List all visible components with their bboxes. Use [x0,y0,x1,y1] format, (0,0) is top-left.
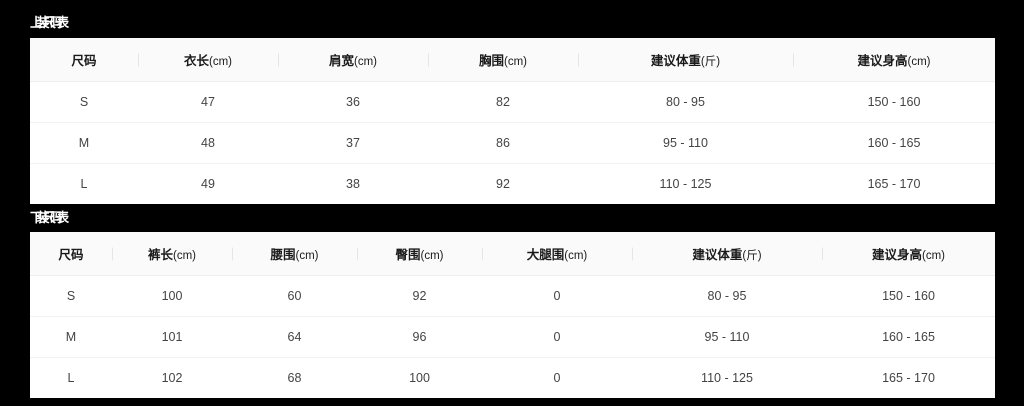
cell-height: 160 - 165 [793,122,995,164]
header-unit: (cm) [295,250,319,262]
column-header-weight: 建议体重(斤) [632,232,822,276]
header-unit: (斤) [742,250,762,262]
cell-pants-length: 101 [112,316,232,358]
cell-weight: 110 - 125 [632,357,822,398]
cell-bust: 86 [428,122,578,164]
header-label: 尺码 [71,54,97,68]
table-row: L 49 38 92 110 - 125 165 - 170 [30,163,995,204]
header-label: 臀围 [395,248,421,262]
table-row: S 100 60 92 0 80 - 95 150 - 160 [30,275,995,317]
column-header-thigh: 大腿围(cm) [482,232,632,276]
header-unit: (cm) [907,56,931,68]
cell-length: 48 [138,122,278,164]
cell-hip: 92 [357,275,482,317]
cell-size: L [30,357,112,398]
cell-shoulder: 37 [278,122,428,164]
cell-length: 49 [138,163,278,204]
header-unit: (斤) [700,56,721,68]
table-header-row: 尺码 衣长(cm) 肩宽(cm) 胸围(cm) 建议体重(斤) 建议身高(cm) [30,38,995,82]
lower-garment-size-table: 尺码 裤长(cm) 腰围(cm) 臀围(cm) 大腿围(cm) 建议体重(斤) … [30,232,995,398]
header-label: 裤长 [147,248,173,262]
cell-size: S [30,81,138,123]
header-label: 尺码 [58,248,84,262]
section-title-lower: 下装尺码表 [30,210,69,225]
column-header-waist: 腰围(cm) [232,232,357,276]
column-header-size: 尺码 [30,232,112,276]
table-row: S 47 36 82 80 - 95 150 - 160 [30,81,995,123]
cell-size: L [30,163,138,204]
cell-waist: 68 [232,357,357,398]
header-label: 建议体重 [650,54,701,68]
cell-shoulder: 38 [278,163,428,204]
header-label: 肩宽 [328,54,354,68]
cell-height: 150 - 160 [822,275,995,317]
cell-weight: 110 - 125 [578,163,793,204]
cell-pants-length: 102 [112,357,232,398]
upper-garment-size-table: 尺码 衣长(cm) 肩宽(cm) 胸围(cm) 建议体重(斤) 建议身高(cm)… [30,38,995,204]
table-row: M 101 64 96 0 95 - 110 160 - 165 [30,316,995,358]
cell-length: 47 [138,81,278,123]
cell-weight: 80 - 95 [632,275,822,317]
column-header-pants-length: 裤长(cm) [112,232,232,276]
header-unit: (cm) [922,250,945,262]
header-label: 建议身高 [871,248,922,262]
column-header-shoulder: 肩宽(cm) [278,38,428,82]
cell-hip: 96 [357,316,482,358]
header-label: 建议体重 [692,248,743,262]
header-label: 大腿围 [526,248,565,262]
cell-bust: 82 [428,81,578,123]
cell-size: S [30,275,112,317]
cell-height: 165 - 170 [793,163,995,204]
column-header-length: 衣长(cm) [138,38,278,82]
column-header-size: 尺码 [30,38,138,82]
cell-hip: 100 [357,357,482,398]
cell-height: 165 - 170 [822,357,995,398]
header-unit: (cm) [420,250,444,262]
header-unit: (cm) [209,56,232,68]
cell-height: 150 - 160 [793,81,995,123]
column-header-height: 建议身高(cm) [822,232,995,276]
header-label: 建议身高 [857,54,908,68]
cell-thigh: 0 [482,275,632,317]
cell-thigh: 0 [482,316,632,358]
column-header-bust: 胸围(cm) [428,38,578,82]
table-row: M 48 37 86 95 - 110 160 - 165 [30,122,995,164]
cell-size: M [30,316,112,358]
header-label: 腰围 [270,248,296,262]
cell-weight: 80 - 95 [578,81,793,123]
column-header-weight: 建议体重(斤) [578,38,793,82]
cell-thigh: 0 [482,357,632,398]
cell-waist: 64 [232,316,357,358]
cell-waist: 60 [232,275,357,317]
table-row: L 102 68 100 0 110 - 125 165 - 170 [30,357,995,398]
table-header-row: 尺码 裤长(cm) 腰围(cm) 臀围(cm) 大腿围(cm) 建议体重(斤) … [30,232,995,276]
column-header-hip: 臀围(cm) [357,232,482,276]
column-header-height: 建议身高(cm) [793,38,995,82]
header-unit: (cm) [564,250,588,262]
header-unit: (cm) [504,56,527,68]
header-label: 胸围 [478,54,504,68]
cell-weight: 95 - 110 [578,122,793,164]
header-unit: (cm) [173,250,196,262]
cell-weight: 95 - 110 [632,316,822,358]
cell-size: M [30,122,138,164]
cell-height: 160 - 165 [822,316,995,358]
cell-bust: 92 [428,163,578,204]
cell-pants-length: 100 [112,275,232,317]
header-label: 衣长 [183,54,209,68]
section-title-upper: 上装尺码表 [30,15,69,30]
header-unit: (cm) [354,56,377,68]
cell-shoulder: 36 [278,81,428,123]
